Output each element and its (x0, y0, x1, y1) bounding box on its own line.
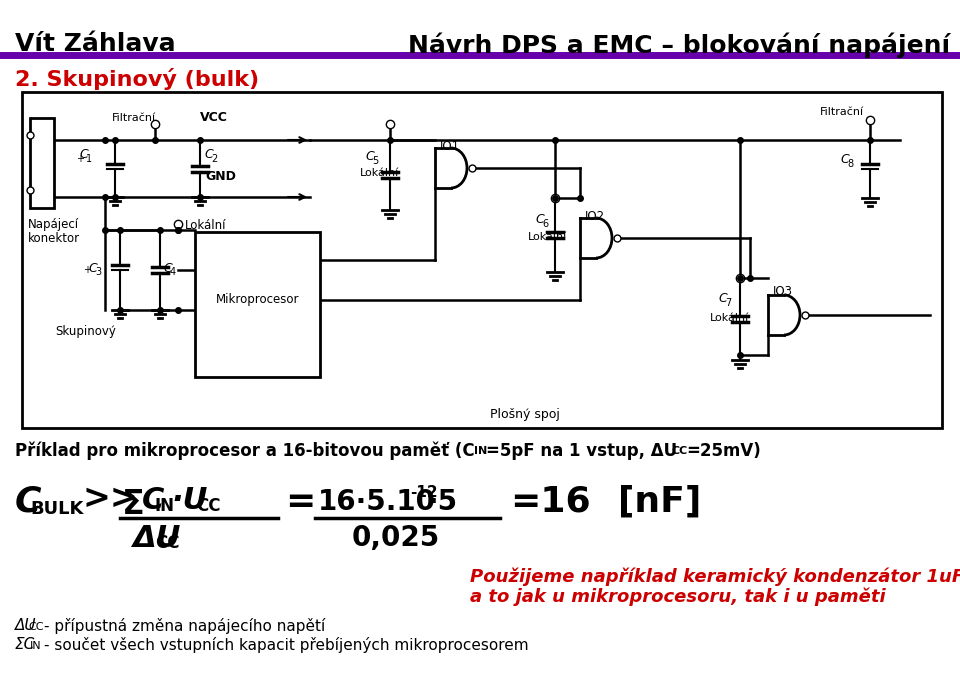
Text: 5: 5 (372, 156, 378, 166)
Text: Skupinový: Skupinový (55, 325, 116, 338)
Text: 6: 6 (542, 219, 548, 229)
Text: Příklad pro mikroprocesor a 16-bitovou paměť (C: Příklad pro mikroprocesor a 16-bitovou p… (15, 442, 474, 460)
Text: 8: 8 (847, 159, 853, 169)
Text: Vít Záhlava: Vít Záhlava (15, 32, 176, 56)
Text: Σ: Σ (122, 488, 145, 521)
Text: 2. Skupinový (bulk): 2. Skupinový (bulk) (15, 68, 259, 90)
Text: 2: 2 (211, 154, 217, 164)
Text: ΣC: ΣC (15, 637, 36, 652)
Text: Návrh DPS a EMC – blokování napájení: Návrh DPS a EMC – blokování napájení (408, 32, 950, 57)
Text: Lokální: Lokální (528, 232, 567, 242)
Text: ΔU: ΔU (15, 618, 36, 633)
Text: ΔU: ΔU (132, 524, 180, 553)
Text: Lokální: Lokální (360, 168, 399, 178)
Text: =: = (285, 485, 316, 519)
Text: CC: CC (196, 497, 221, 515)
Text: =25mV): =25mV) (686, 442, 760, 460)
Text: 16·5.10: 16·5.10 (318, 488, 436, 516)
Text: Mikroprocesor: Mikroprocesor (216, 293, 300, 306)
Text: ·5: ·5 (427, 488, 457, 516)
Text: GND: GND (205, 170, 236, 183)
Text: -12: -12 (410, 485, 438, 500)
Text: 1: 1 (86, 154, 92, 164)
Text: IO3: IO3 (773, 285, 793, 298)
Text: a to jak u mikroprocesoru, tak i u paměti: a to jak u mikroprocesoru, tak i u pamět… (470, 587, 886, 605)
Text: konektor: konektor (28, 232, 80, 245)
Text: =16: =16 (510, 485, 590, 519)
Text: C: C (718, 292, 727, 305)
Text: C: C (79, 148, 87, 161)
Text: C: C (204, 148, 213, 161)
Text: C: C (15, 485, 41, 519)
Text: IO1: IO1 (440, 140, 460, 153)
Text: CC: CC (672, 446, 688, 456)
Text: IO2: IO2 (585, 210, 605, 223)
Text: C: C (163, 262, 172, 275)
Text: CC: CC (155, 534, 180, 552)
Text: CC: CC (28, 622, 43, 632)
Text: +: + (76, 154, 84, 164)
Text: 7: 7 (725, 298, 732, 308)
Text: - součet všech vstupních kapacit přebíjených mikroprocesorem: - součet všech vstupních kapacit přebíje… (44, 637, 529, 653)
Text: 4: 4 (170, 267, 176, 277)
Text: C: C (142, 486, 164, 515)
Text: Plošný spoj: Plošný spoj (490, 408, 560, 421)
Text: Použijeme například keramický kondenzátor 1uF: Použijeme například keramický kondenzáto… (470, 568, 960, 587)
Text: [nF]: [nF] (580, 485, 702, 519)
Text: Lokální: Lokální (185, 219, 227, 232)
Bar (195, 232, 320, 377)
Text: >>: >> (82, 482, 137, 515)
Text: Filtrační: Filtrační (112, 113, 156, 123)
Text: IN: IN (155, 497, 175, 515)
Text: IN: IN (30, 641, 41, 651)
Text: =5pF na 1 vstup, ΔU: =5pF na 1 vstup, ΔU (486, 442, 677, 460)
Text: BULK: BULK (30, 500, 84, 518)
Text: 0,025: 0,025 (352, 524, 441, 552)
Text: 3: 3 (95, 267, 101, 277)
Text: C: C (365, 150, 373, 163)
Bar (30, 118, 54, 208)
Text: Filtrační: Filtrační (820, 107, 864, 117)
Text: C: C (88, 262, 97, 275)
Bar (22, 92, 942, 428)
Text: C: C (535, 213, 543, 226)
Text: VCC: VCC (200, 111, 228, 124)
Text: Napájecí: Napájecí (28, 218, 79, 231)
Text: Lokální: Lokální (710, 313, 749, 323)
Text: IN: IN (474, 446, 488, 456)
Text: - přípustná změna napájecího napětí: - přípustná změna napájecího napětí (44, 618, 325, 634)
Text: +: + (83, 265, 91, 275)
Text: ·U: ·U (171, 486, 207, 515)
Text: C: C (840, 153, 849, 166)
